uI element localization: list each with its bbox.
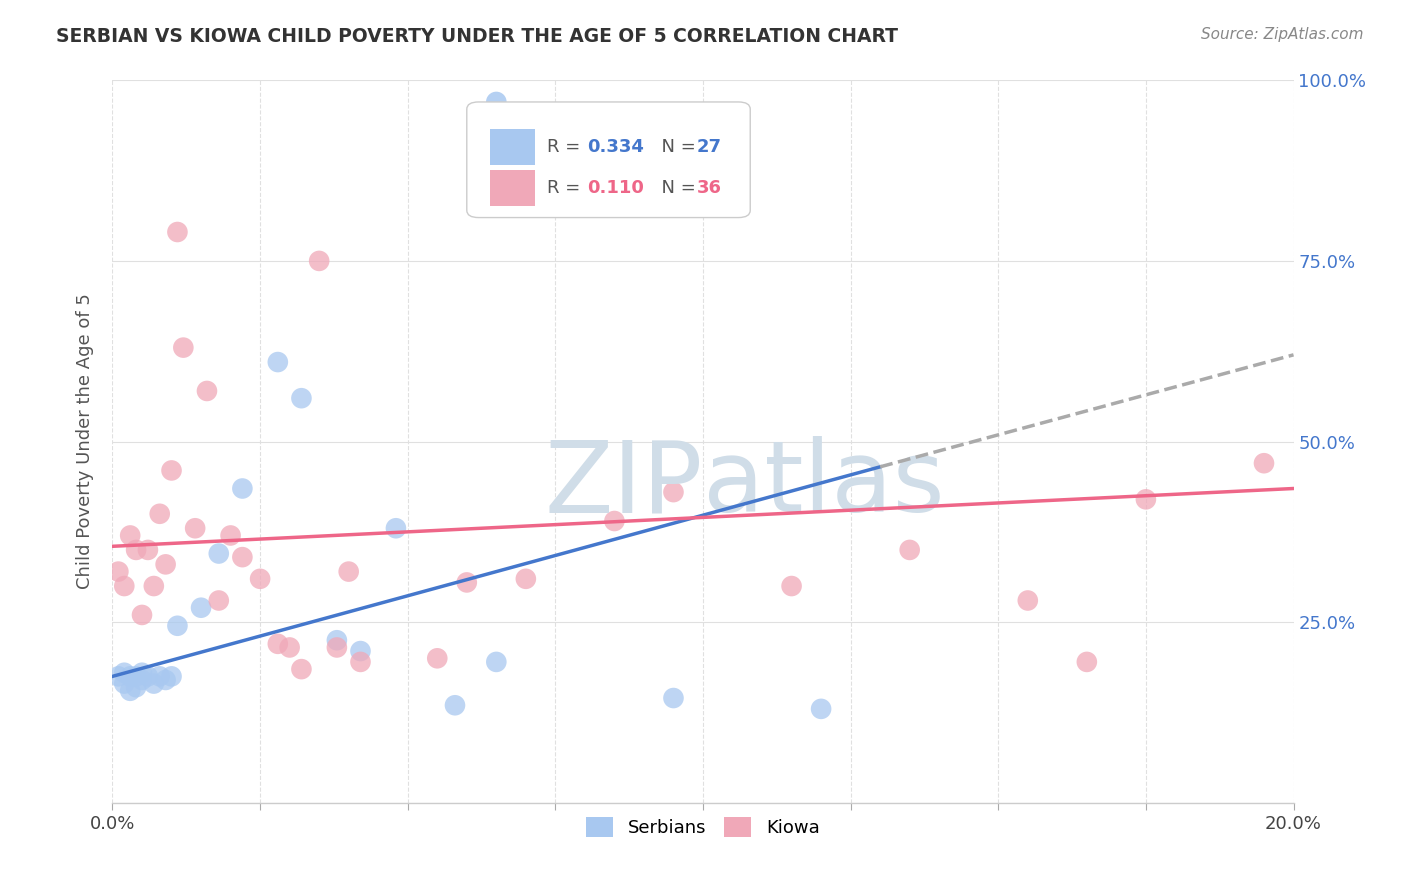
Point	[456, 575, 478, 590]
Point	[249, 572, 271, 586]
Text: N =: N =	[650, 137, 702, 155]
Bar	[491, 170, 536, 206]
Text: 27: 27	[697, 137, 723, 155]
Point	[267, 355, 290, 369]
Point	[515, 572, 537, 586]
Point	[142, 579, 165, 593]
Point	[308, 253, 330, 268]
Point	[107, 565, 129, 579]
Point	[149, 669, 172, 683]
Point	[1076, 655, 1098, 669]
Point	[112, 579, 135, 593]
Point	[1253, 456, 1275, 470]
Text: 0.110: 0.110	[588, 179, 644, 197]
Point	[125, 669, 148, 683]
Point	[780, 579, 803, 593]
Point	[172, 341, 194, 355]
Point	[125, 542, 148, 557]
Point	[112, 676, 135, 690]
Point	[231, 550, 253, 565]
Point	[1135, 492, 1157, 507]
Point	[160, 669, 183, 683]
Point	[107, 669, 129, 683]
Point	[662, 691, 685, 706]
Point	[485, 655, 508, 669]
Point	[190, 600, 212, 615]
Point	[326, 633, 349, 648]
Bar	[491, 128, 536, 165]
Point	[290, 391, 312, 405]
Point	[426, 651, 449, 665]
Point	[444, 698, 467, 713]
Y-axis label: Child Poverty Under the Age of 5: Child Poverty Under the Age of 5	[76, 293, 94, 590]
Text: R =: R =	[547, 137, 586, 155]
Point	[166, 225, 188, 239]
Point	[195, 384, 218, 398]
Point	[149, 507, 172, 521]
Point	[184, 521, 207, 535]
Point	[349, 644, 371, 658]
FancyBboxPatch shape	[467, 102, 751, 218]
Point	[131, 673, 153, 687]
Point	[136, 542, 159, 557]
Point	[208, 593, 231, 607]
Point	[337, 565, 360, 579]
Text: SERBIAN VS KIOWA CHILD POVERTY UNDER THE AGE OF 5 CORRELATION CHART: SERBIAN VS KIOWA CHILD POVERTY UNDER THE…	[56, 27, 898, 45]
Point	[125, 680, 148, 694]
Point	[155, 673, 177, 687]
Point	[166, 619, 188, 633]
Point	[485, 95, 508, 109]
Text: ZIP: ZIP	[544, 436, 703, 533]
Point	[603, 514, 626, 528]
Text: Source: ZipAtlas.com: Source: ZipAtlas.com	[1201, 27, 1364, 42]
Point	[267, 637, 290, 651]
Text: N =: N =	[650, 179, 702, 197]
Point	[208, 547, 231, 561]
Point	[349, 655, 371, 669]
Text: 36: 36	[697, 179, 723, 197]
Point	[231, 482, 253, 496]
Point	[385, 521, 408, 535]
Point	[120, 528, 142, 542]
Point	[290, 662, 312, 676]
Point	[120, 683, 142, 698]
Point	[120, 669, 142, 683]
Point	[112, 665, 135, 680]
Point	[1017, 593, 1039, 607]
Point	[662, 485, 685, 500]
Point	[219, 528, 242, 542]
Point	[326, 640, 349, 655]
Text: 0.334: 0.334	[588, 137, 644, 155]
Text: R =: R =	[547, 179, 586, 197]
Point	[155, 558, 177, 572]
Point	[131, 665, 153, 680]
Point	[898, 542, 921, 557]
Point	[160, 463, 183, 477]
Point	[142, 676, 165, 690]
Point	[136, 669, 159, 683]
Point	[131, 607, 153, 622]
Point	[810, 702, 832, 716]
Point	[278, 640, 301, 655]
Legend: Serbians, Kiowa: Serbians, Kiowa	[579, 810, 827, 845]
Text: atlas: atlas	[703, 436, 945, 533]
